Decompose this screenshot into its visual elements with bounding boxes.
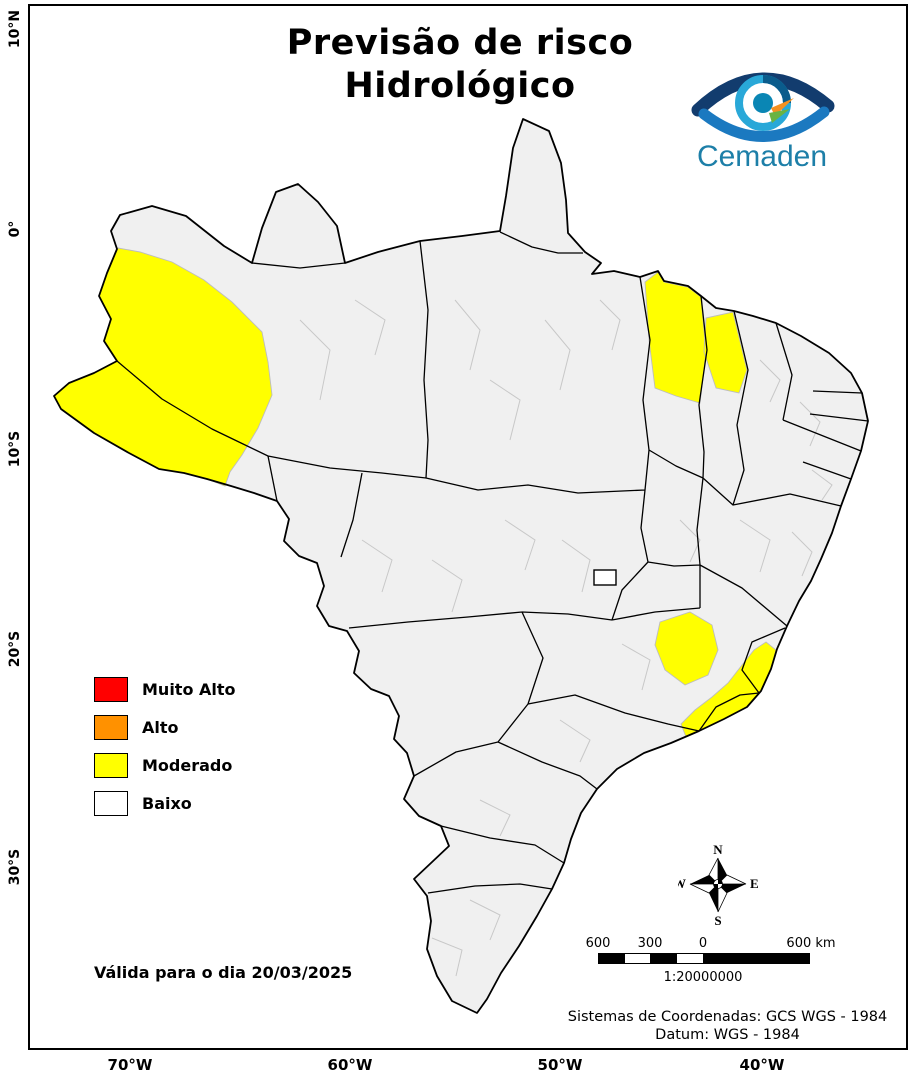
longitude-label-40w: 40°W	[739, 1056, 785, 1074]
latitude-label-10s: 10°S	[7, 430, 23, 468]
compass-w-label: W	[678, 876, 686, 891]
compass-s-label: S	[714, 913, 721, 928]
scale-bar-segments	[598, 953, 810, 964]
compass-rose: N S W E	[673, 840, 760, 930]
compass-n-label: N	[713, 842, 723, 857]
latitude-label-10n: 10°N	[7, 9, 23, 49]
risk-region-central-minas-gerais	[654, 611, 719, 686]
legend-item-alto: Alto	[94, 714, 236, 741]
coordinate-system-note: Sistemas de Coordenadas: GCS WGS - 1984 …	[545, 1008, 910, 1044]
scale-ratio-label: 1:20000000	[663, 970, 743, 985]
north-arrow-icon: N S W E	[673, 842, 759, 928]
legend-item-moderado: Moderado	[94, 752, 236, 779]
state-borders	[116, 231, 869, 894]
risk-regions	[53, 247, 777, 738]
cemaden-logo: Cemaden	[668, 46, 856, 176]
alto-label: Alto	[142, 718, 179, 737]
scale-label-0: 0	[698, 936, 708, 951]
legend-item-baixo: Baixo	[94, 790, 236, 817]
compass-e-label: E	[750, 876, 759, 891]
datum-line: Datum: WGS - 1984	[655, 1027, 800, 1044]
cemaden-wordmark: Cemaden	[697, 140, 827, 173]
brazil-outline	[53, 118, 869, 1014]
longitude-label-70w: 70°W	[107, 1056, 153, 1074]
risk-region-north-maranhao	[644, 271, 707, 404]
longitude-label-50w: 50°W	[537, 1056, 583, 1074]
baixo-label: Baixo	[142, 794, 192, 813]
coords-line: Sistemas de Coordenadas: GCS WGS - 1984	[567, 1009, 888, 1025]
validity-date-label: Válida para o dia 20/03/2025	[94, 963, 353, 982]
scale-label-600-km: 600 km	[786, 936, 836, 951]
scale-label-600-left: 600	[585, 936, 611, 951]
title-line-2: Hidrológico	[344, 65, 576, 106]
risk-legend: Muito Alto Alto Moderado Baixo	[94, 676, 236, 828]
scale-bar: 600 300 0 600 km 1:20000000	[586, 936, 838, 988]
latitude-label-0: 0°	[7, 220, 23, 238]
latitude-label-30s: 30°S	[7, 848, 23, 886]
distrito-federal-rectangle	[593, 569, 617, 586]
moderado-label: Moderado	[142, 756, 233, 775]
legend-item-muito-alto: Muito Alto	[94, 676, 236, 703]
moderado-swatch	[94, 753, 128, 778]
longitude-label-60w: 60°W	[327, 1056, 373, 1074]
cemaden-eye-icon: Cemaden	[691, 72, 835, 173]
baixo-swatch	[94, 791, 128, 816]
risk-region-north-piaui	[703, 311, 748, 394]
map-frame	[28, 4, 908, 1050]
alto-swatch	[94, 715, 128, 740]
page-title: Previsão de risco Hidrológico	[198, 22, 722, 107]
muito-alto-swatch	[94, 677, 128, 702]
latitude-label-20s: 20°S	[7, 630, 23, 668]
scale-label-300: 300	[637, 936, 663, 951]
muito-alto-label: Muito Alto	[142, 680, 236, 699]
title-line-1: Previsão de risco	[286, 23, 634, 63]
